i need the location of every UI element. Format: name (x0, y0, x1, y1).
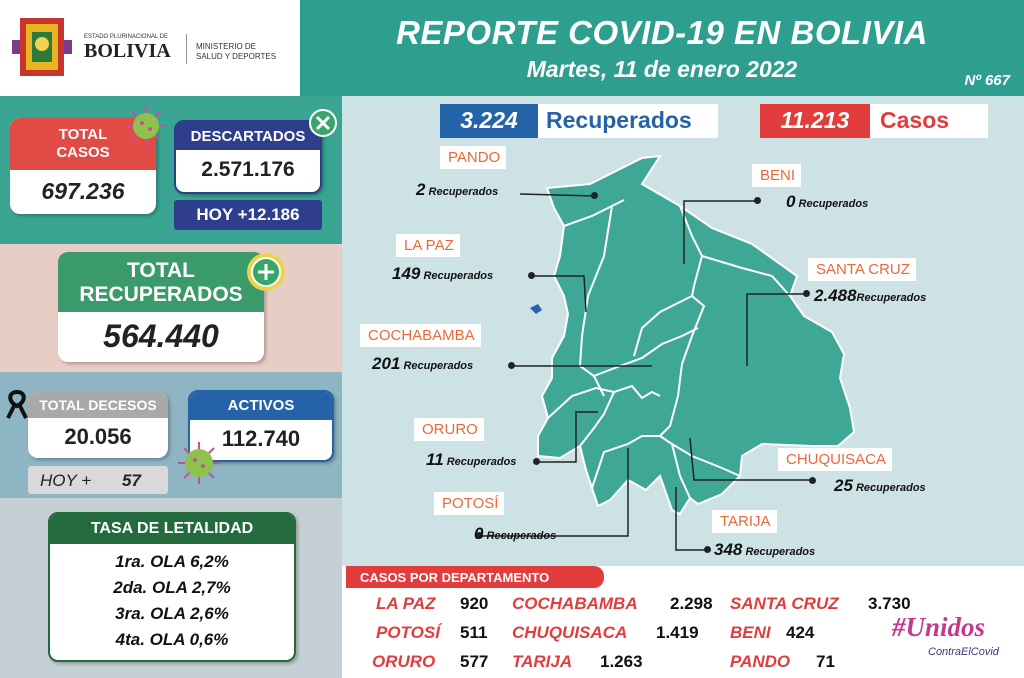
recuperados-summary-value: 3.224 (440, 104, 538, 138)
mourning-ribbon-icon (6, 389, 28, 419)
decesos-hoy-box: HOY + 57 (28, 466, 168, 494)
cochabamba-dot-end (508, 362, 515, 369)
cd-value: 71 (816, 652, 835, 671)
cd-value: 1.419 (656, 623, 699, 642)
activos-value: 112.740 (221, 426, 301, 451)
cd-value: 511 (460, 623, 488, 642)
cd-value: 920 (460, 594, 489, 613)
pando-dot (591, 192, 598, 199)
total-decesos-label: TOTAL DECESOS (28, 392, 168, 418)
cd-name: POTOSÍ (376, 623, 440, 642)
ministry-line2: SALUD Y DEPORTES (196, 52, 277, 61)
bolivia-map (530, 154, 856, 516)
campaign-subline: ContraElCovid (928, 646, 999, 658)
cd-name: PANDO (730, 652, 791, 671)
dept-label-cochabamba: COCHABAMBA (360, 324, 481, 347)
cd-value: 577 (460, 652, 489, 671)
report-date: Martes, 11 de enero 2022 (526, 56, 798, 82)
recovered-santa-cruz: 2.488Recuperados (814, 286, 927, 305)
cd-name: TARIJA (512, 652, 573, 671)
logo-small-text: ESTADO PLURINACIONAL DE (84, 34, 169, 40)
casos-departamento-title: CASOS POR DEPARTAMENTO (346, 566, 604, 588)
recovered-la-paz: 149 Recuperados (392, 264, 494, 283)
total-recuperados-label2: RECUPERADOS (79, 283, 243, 306)
close-circle-icon (309, 109, 337, 137)
cd-name: ORURO (372, 652, 436, 671)
dept-label-pando: PANDO (440, 146, 507, 169)
campaign-hashtag: #Unidos (892, 612, 986, 642)
recovered-chuquisaca: 25 Recuperados (834, 476, 926, 495)
total-casos-label2: CASOS (56, 144, 110, 161)
dept-label-oruro: ORURO (414, 418, 484, 441)
logo-divider (186, 34, 187, 64)
ministry-line1: MINISTERIO DE (196, 42, 257, 51)
total-recuperados-label1: TOTAL (126, 259, 196, 282)
potosi-dot-end (476, 532, 483, 539)
beni-dot-end (754, 197, 761, 204)
cd-value: 424 (786, 623, 815, 642)
letalidad-title: TASA DE LETALIDAD (50, 514, 294, 544)
cd-value: 3.730 (868, 594, 911, 613)
recovered-pando: 2 Recuperados (416, 180, 499, 199)
decesos-hoy-value: 57 (122, 471, 141, 490)
tarija-dot-end (704, 546, 711, 553)
cd-value: 2.298 (670, 594, 713, 613)
ola-1: 1ra. OLA 6,2% (115, 552, 229, 571)
decesos-hoy-label: HOY + (40, 471, 92, 490)
dept-label-santa-cruz: SANTA CRUZ (808, 258, 916, 281)
header-logo-area: ESTADO PLURINACIONAL DE BOLIVIA MINISTER… (0, 0, 300, 96)
map-leader-lines (480, 193, 812, 551)
recovered-oruro: 11 Recuperados (426, 450, 517, 469)
santa-cruz-dot-end (803, 290, 810, 297)
virus-icon (178, 442, 220, 484)
total-recuperados-value: 564.440 (103, 318, 219, 354)
cd-name: SANTA CRUZ (730, 594, 839, 613)
casos-summary-value: 11.213 (760, 104, 870, 138)
virus-icon (126, 106, 166, 146)
total-casos-label1: TOTAL (58, 126, 108, 143)
total-decesos-value: 20.056 (64, 424, 132, 449)
dept-label-chuquisaca: CHUQUISACA (778, 448, 893, 471)
letalidad-card: TASA DE LETALIDAD 1ra. OLA 6,2% 2da. OLA… (48, 512, 296, 662)
la-paz-dot-end (528, 272, 535, 279)
header-band (300, 0, 1024, 96)
recuperados-summary: 3.224 Recuperados (440, 104, 718, 138)
coat-of-arms-logo (12, 18, 72, 76)
descartados-value: 2.571.176 (201, 158, 295, 181)
activos-label: ACTIVOS (190, 392, 332, 420)
plus-circle-icon (247, 253, 285, 291)
logo-country: BOLIVIA (84, 40, 171, 62)
recovered-beni: 0 Recuperados (786, 192, 869, 211)
cd-name: LA PAZ (376, 594, 436, 613)
recovered-potosi: 0 Recuperados (474, 524, 557, 543)
cd-name: CHUQUISACA (512, 623, 628, 642)
descartados-card: DESCARTADOS 2.571.176 (174, 120, 322, 194)
dept-label-beni: BENI (752, 164, 802, 187)
total-casos-card: TOTAL CASOS 697.236 (10, 118, 156, 214)
recovered-cochabamba: 201 Recuperados (372, 354, 474, 373)
lake-titicaca (530, 304, 542, 314)
total-recuperados-card: TOTAL RECUPERADOS 564.440 (58, 252, 264, 362)
chuquisaca-dot-end (809, 477, 816, 484)
recuperados-summary-label: Recuperados (546, 107, 692, 133)
descartados-hoy: HOY +12.186 (174, 200, 322, 230)
ola-2: 2da. OLA 2,7% (113, 578, 231, 597)
dept-label-la-paz: LA PAZ (396, 234, 460, 257)
dept-label-potosi: POTOSÍ (434, 492, 505, 515)
casos-summary: 11.213 Casos (760, 104, 988, 138)
casos-summary-label: Casos (880, 107, 950, 133)
oruro-dot-end (533, 458, 540, 465)
recovered-tarija: 348 Recuperados (714, 540, 816, 559)
cd-name: BENI (730, 623, 771, 642)
page-title: REPORTE COVID-19 EN BOLIVIA (396, 14, 928, 51)
dept-label-tarija: TARIJA (712, 510, 777, 533)
report-number: Nº 667 (964, 72, 1010, 89)
total-casos-value: 697.236 (41, 178, 125, 204)
ola-4: 4ta. OLA 0,6% (115, 630, 229, 649)
cd-value: 1.263 (600, 652, 643, 671)
ola-3: 3ra. OLA 2,6% (115, 604, 229, 623)
total-decesos-card: TOTAL DECESOS 20.056 (28, 392, 168, 458)
descartados-label: DESCARTADOS (176, 122, 320, 150)
cd-name: COCHABAMBA (512, 594, 638, 613)
